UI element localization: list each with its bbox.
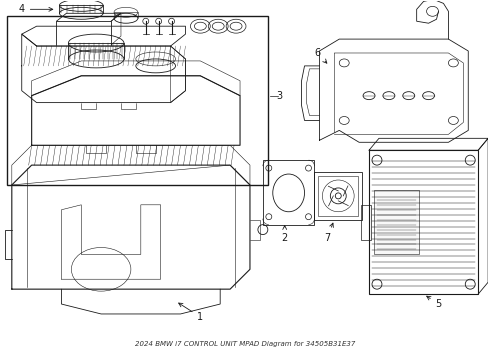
Bar bbox=[374, 190, 418, 255]
Text: 3: 3 bbox=[277, 91, 283, 101]
Bar bbox=[361, 205, 371, 239]
Text: 2024 BMW i7 CONTROL UNIT MPAD Diagram for 34505B31E37: 2024 BMW i7 CONTROL UNIT MPAD Diagram fo… bbox=[135, 341, 355, 347]
Text: 2: 2 bbox=[282, 226, 288, 243]
Bar bbox=[318, 176, 358, 216]
Bar bbox=[263, 160, 315, 225]
Text: 1: 1 bbox=[179, 303, 203, 322]
Bar bbox=[315, 172, 362, 220]
Text: 6: 6 bbox=[315, 48, 327, 63]
Text: 7: 7 bbox=[324, 223, 333, 243]
Text: 5: 5 bbox=[427, 296, 441, 309]
Bar bbox=[7, 16, 268, 185]
Bar bbox=[369, 150, 478, 294]
Text: 4: 4 bbox=[19, 4, 53, 14]
